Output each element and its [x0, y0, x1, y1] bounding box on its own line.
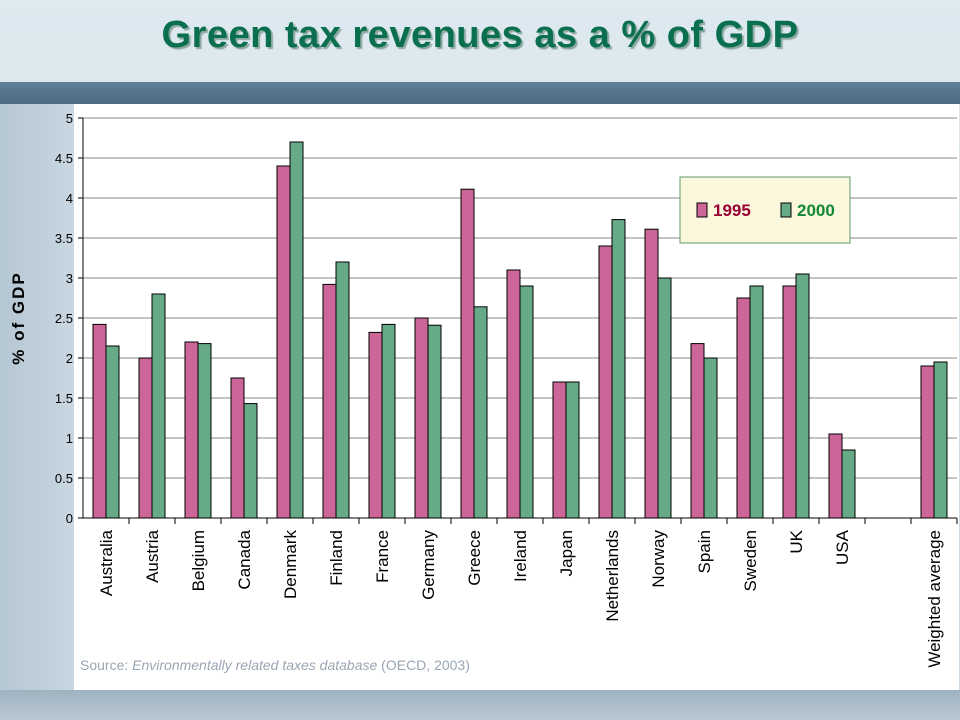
bar-1995-norway: [644, 228, 659, 519]
category-label: Netherlands: [603, 530, 622, 622]
bar-1995-denmark: [276, 165, 291, 519]
bar-2000-japan: [565, 381, 580, 519]
bar-1995-ireland: [506, 269, 521, 519]
bar-2000-austria: [151, 293, 166, 519]
y-axis-label: % of GDP: [9, 271, 28, 364]
bar-1995-weighted-average: [920, 365, 935, 519]
bar-1995-austria: [138, 357, 153, 519]
bar-2000-weighted-average: [933, 361, 948, 519]
bar-2000-finland: [335, 261, 350, 519]
bar-2000-spain: [703, 357, 718, 519]
category-label: Austria: [143, 529, 162, 582]
category-label: Ireland: [511, 530, 530, 582]
bar-2000-australia: [105, 345, 120, 519]
source-prefix: Source:: [80, 657, 132, 673]
category-label: Germany: [419, 530, 438, 600]
bar-1995-japan: [552, 381, 567, 519]
y-tick-labels: 0 0.5 1 1.5 2 2.5 3 3.5 4 4.5 5: [55, 111, 73, 526]
page-title: Green tax revenues as a % of GDP: [161, 14, 799, 56]
category-label: Spain: [695, 530, 714, 573]
y-tick-label: 3: [66, 271, 73, 286]
bar-1995-usa: [828, 433, 843, 519]
category-label: Weighted average: [925, 530, 944, 668]
y-tick-label: 4.5: [55, 151, 73, 166]
y-tick-label: 5: [66, 111, 73, 126]
bar-1995-belgium: [184, 341, 199, 519]
bar-2000-greece: [473, 306, 488, 519]
bar-1995-greece: [460, 188, 475, 519]
source-suffix: (OECD, 2003): [377, 657, 470, 673]
bar-1995-canada: [230, 377, 245, 519]
y-tick-label: 3.5: [55, 231, 73, 246]
bar-1995-australia: [92, 323, 107, 519]
bar-1995-spain: [690, 343, 705, 519]
header-band: [0, 82, 960, 104]
bar-2000-uk: [795, 273, 810, 519]
category-label: France: [373, 530, 392, 583]
bar-2000-usa: [841, 449, 856, 519]
legend-box: [679, 176, 851, 244]
legend-swatch-1995: [696, 202, 708, 218]
category-label: Norway: [649, 530, 668, 588]
legend-label-2000: 2000: [797, 201, 835, 220]
axes: [78, 117, 958, 524]
category-label: Japan: [557, 530, 576, 576]
bar-1995-uk: [782, 285, 797, 519]
category-label: Denmark: [281, 530, 300, 599]
y-tick-label: 1.5: [55, 391, 73, 406]
category-label: Sweden: [741, 530, 760, 591]
bar-2000-netherlands: [611, 219, 626, 519]
bar-2000-france: [381, 323, 396, 519]
bar-2000-ireland: [519, 285, 534, 519]
y-tick-label: 2.5: [55, 311, 73, 326]
category-label: Belgium: [189, 530, 208, 591]
side-background: [0, 104, 74, 690]
bar-1995-netherlands: [598, 245, 613, 519]
bar-2000-sweden: [749, 285, 764, 519]
y-tick-label: 0.5: [55, 471, 73, 486]
bar-1995-finland: [322, 283, 337, 519]
bar-1995-sweden: [736, 297, 751, 519]
legend-label-1995: 1995: [713, 201, 751, 220]
category-label: Canada: [235, 529, 254, 589]
bar-2000-norway: [657, 277, 672, 519]
bar-2000-canada: [243, 403, 258, 519]
footer-strip: [0, 690, 960, 720]
source-italic: Environmentally related taxes database: [132, 657, 377, 673]
bar-2000-belgium: [197, 343, 212, 519]
category-label: Greece: [465, 530, 484, 586]
bar-2000-denmark: [289, 141, 304, 519]
category-label: UK: [787, 529, 806, 553]
bar-1995-france: [368, 331, 383, 519]
y-tick-label: 4: [66, 191, 73, 206]
y-tick-label: 0: [66, 511, 73, 526]
y-tick-label: 1: [66, 431, 73, 446]
category-label: USA: [833, 529, 852, 565]
bar-2000-germany: [427, 324, 442, 519]
category-labels: Australia Austria Belgium Canada Denmark Finl…: [97, 529, 944, 667]
category-label: Australia: [97, 529, 116, 596]
source-note: Source: Environmentally related taxes da…: [80, 657, 470, 673]
category-label: Finland: [327, 530, 346, 586]
y-tick-label: 2: [66, 351, 73, 366]
legend: 1995 2000: [679, 176, 851, 244]
bar-1995-germany: [414, 317, 429, 519]
legend-swatch-2000: [780, 202, 792, 218]
